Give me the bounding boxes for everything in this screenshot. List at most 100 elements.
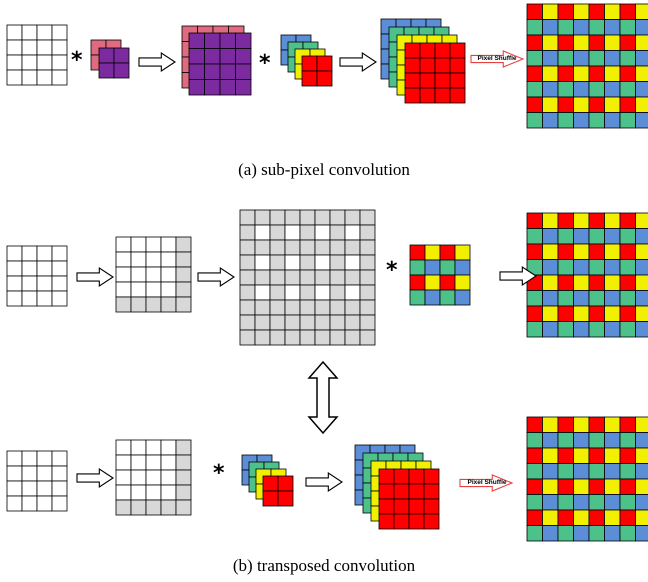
grid-cell	[378, 498, 395, 515]
grid-cell	[423, 483, 440, 500]
grid-cell	[6, 450, 23, 467]
grid-cell	[299, 284, 316, 301]
grid-cell	[329, 284, 346, 301]
grid-cell	[130, 281, 147, 298]
grid-cell	[262, 490, 279, 507]
grid-cell	[314, 209, 331, 226]
grid-cell	[526, 290, 543, 307]
grid-cell	[526, 447, 543, 464]
grid-cell	[419, 87, 436, 104]
grid-cell	[557, 3, 574, 20]
grid-cell	[269, 284, 286, 301]
grid-cell	[51, 290, 68, 307]
grid-cell	[635, 34, 648, 51]
grid-cell	[36, 275, 53, 292]
grid-cell	[588, 416, 605, 433]
grid-cell	[344, 239, 361, 256]
grid-cell	[130, 236, 147, 253]
grid-cell	[51, 495, 68, 512]
grid-cell	[145, 499, 162, 516]
grid-cell	[130, 484, 147, 501]
grid-cell	[269, 239, 286, 256]
grid-cell	[21, 465, 38, 482]
grid-cell	[36, 245, 53, 262]
grid-cell	[588, 509, 605, 526]
grid-cell	[454, 259, 471, 276]
grid-cell	[160, 454, 177, 471]
grid-cell	[378, 483, 395, 500]
grid-cell	[542, 447, 559, 464]
grid-cell	[235, 32, 252, 49]
grid-cell	[21, 275, 38, 292]
arrow-a1	[138, 51, 177, 73]
grid-cell	[6, 69, 23, 86]
grid-cell	[239, 314, 256, 331]
grid-cell	[557, 228, 574, 245]
grid-cell	[393, 513, 410, 530]
arrow-b2	[197, 266, 236, 288]
grid-cell	[21, 495, 38, 512]
grid-cell	[439, 244, 456, 261]
grid-cell	[51, 39, 68, 56]
grid-cell	[175, 454, 192, 471]
grid-cell	[449, 57, 466, 74]
grid-cell	[542, 416, 559, 433]
grid-cell	[378, 468, 395, 485]
grid-cell	[542, 290, 559, 307]
grid-cell	[6, 39, 23, 56]
grid-cell	[404, 57, 421, 74]
grid-cell	[635, 112, 648, 129]
grid-cell	[604, 509, 621, 526]
grid-cell	[359, 284, 376, 301]
grid-cell	[115, 499, 132, 516]
arrow-c2	[305, 471, 344, 493]
grid-cell	[145, 236, 162, 253]
grid-cell	[344, 269, 361, 286]
grid-cell	[573, 243, 590, 260]
grid-cell	[542, 228, 559, 245]
grid-cell	[344, 284, 361, 301]
grid-cell	[635, 321, 648, 338]
grid-cell	[542, 96, 559, 113]
grid-cell	[284, 209, 301, 226]
grid-cell	[604, 432, 621, 449]
grid-cell	[557, 494, 574, 511]
grid-cell	[314, 254, 331, 271]
grid-cell	[344, 254, 361, 271]
grid-cell	[635, 290, 648, 307]
grid-cell	[21, 39, 38, 56]
grid-cell	[359, 314, 376, 331]
grid-cell	[160, 469, 177, 486]
grid-cell	[557, 50, 574, 67]
grid-cell	[314, 329, 331, 346]
grid-cell	[115, 266, 132, 283]
grid-cell	[378, 513, 395, 530]
grid-cell	[557, 112, 574, 129]
grid-cell	[262, 475, 279, 492]
grid-cell	[635, 525, 648, 542]
grid-cell	[526, 50, 543, 67]
grid-cell	[130, 439, 147, 456]
grid-cell	[115, 469, 132, 486]
grid-cell	[239, 329, 256, 346]
grid-cell	[635, 274, 648, 291]
grid-cell	[588, 432, 605, 449]
arrows	[76, 50, 538, 493]
grid-cell	[359, 254, 376, 271]
grid-cell	[619, 274, 636, 291]
grid-cell	[36, 465, 53, 482]
grid-cell	[359, 239, 376, 256]
grid-cell	[557, 447, 574, 464]
grid-cell	[573, 228, 590, 245]
grid-cell	[573, 112, 590, 129]
grid-cell	[175, 469, 192, 486]
grid-cell	[423, 513, 440, 530]
grid-cell	[619, 321, 636, 338]
grid-cell	[299, 269, 316, 286]
grid-cell	[175, 439, 192, 456]
grid-cell	[284, 269, 301, 286]
grid-cell	[604, 321, 621, 338]
grid-cell	[526, 494, 543, 511]
grid-cell	[408, 513, 425, 530]
grid-cell	[573, 34, 590, 51]
